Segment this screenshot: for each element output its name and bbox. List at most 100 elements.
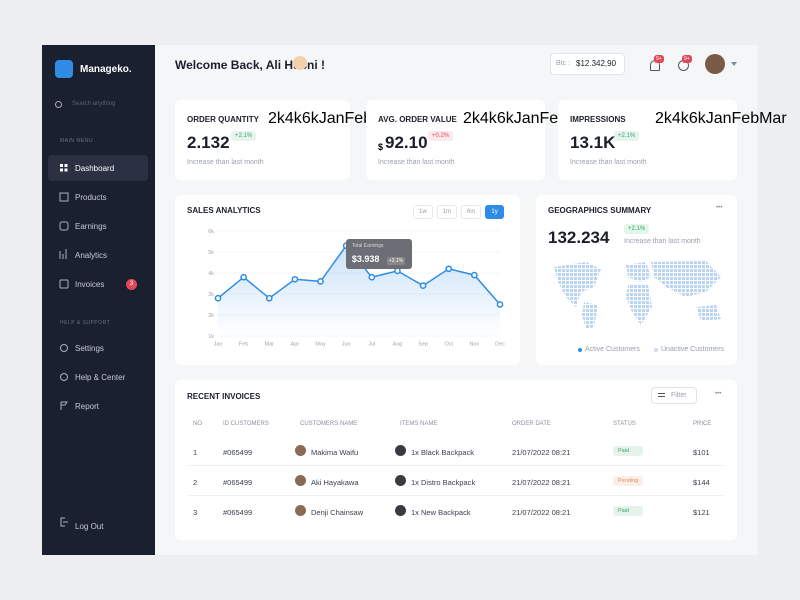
nav-item[interactable]: Analytics bbox=[75, 251, 108, 260]
y-tick-label: 4k bbox=[284, 110, 302, 127]
table-cell: 1 bbox=[193, 448, 198, 457]
chevron[interactable] bbox=[731, 62, 737, 66]
table-cell: 21/07/2022 08:21 bbox=[512, 448, 571, 457]
y-tick-label: 2k bbox=[208, 313, 214, 319]
y-tick-label: 4k bbox=[671, 110, 689, 127]
avatar[interactable] bbox=[705, 54, 725, 74]
row-divider bbox=[187, 495, 725, 496]
table-cell: 21/07/2022 08:21 bbox=[512, 478, 571, 487]
range-tab[interactable]: 1w bbox=[413, 205, 433, 219]
caption: Increase than last month bbox=[570, 159, 647, 166]
world-map bbox=[554, 261, 721, 329]
column-header: PRICE bbox=[693, 421, 712, 427]
item-icon bbox=[395, 505, 406, 516]
search-input[interactable]: Search anything bbox=[72, 101, 116, 107]
y-tick-label: 6k bbox=[496, 110, 514, 127]
nav-item[interactable]: Help & Center bbox=[75, 373, 126, 382]
point bbox=[240, 273, 247, 281]
badge: +2.1% bbox=[231, 131, 257, 141]
sales-chart: 1k 2k 3k 4k 5k 6k Jan Feb Mar Apr May Jun Jul Aug Sep O… bbox=[208, 229, 505, 348]
stat-card: AVG. ORDER VALUE $92.10 +0.2% Increase than… bbox=[366, 100, 595, 180]
status-pill: Paid bbox=[613, 506, 643, 516]
y-tick-label: 6k bbox=[208, 229, 214, 235]
nav-item[interactable]: Earnings bbox=[75, 222, 107, 231]
table-cell: Aki Hayakawa bbox=[311, 478, 359, 487]
x-tick-label: Jan bbox=[318, 110, 345, 127]
stat-card: ORDER QUANTITY 2.132 +2.1% Increase than la… bbox=[175, 100, 400, 180]
table-cell: #065499 bbox=[223, 448, 253, 457]
nav-item[interactable]: Dashboard bbox=[75, 164, 115, 173]
x-tick-label: Sep bbox=[418, 342, 428, 348]
legend-label: Active Customers bbox=[585, 346, 640, 353]
column-header: ORDER DATE bbox=[512, 421, 551, 427]
x-tick-label: Mar bbox=[265, 342, 275, 348]
table-cell: 3 bbox=[193, 508, 198, 517]
table-cell: 1x New Backpack bbox=[411, 508, 471, 517]
y-tick-label: 2k bbox=[655, 110, 672, 127]
table-cell: 2 bbox=[193, 478, 198, 487]
item-icon bbox=[395, 445, 406, 456]
nav-item[interactable]: Invoices bbox=[75, 280, 105, 289]
column-header: NO bbox=[193, 421, 202, 427]
nav-item[interactable]: Settings bbox=[75, 344, 104, 353]
y-tick-label: 6k bbox=[688, 110, 706, 127]
card-title: AVG. ORDER VALUE bbox=[378, 115, 457, 124]
nav-item[interactable]: Products bbox=[75, 193, 107, 202]
point bbox=[214, 294, 222, 302]
x-tick-label: Apr bbox=[291, 342, 300, 348]
currency: $ bbox=[378, 142, 384, 152]
nav-item[interactable]: Report bbox=[75, 402, 100, 411]
x-tick-label: Feb bbox=[239, 342, 248, 348]
table-cell: 1x Distro Backpack bbox=[411, 478, 476, 487]
point bbox=[496, 301, 504, 308]
column-header: ID CUSTOMERS bbox=[223, 421, 269, 427]
tooltip-title: Total Earnings bbox=[351, 243, 384, 250]
more-menu[interactable]: ••• bbox=[715, 391, 722, 397]
y-tick-label: 2k bbox=[268, 110, 285, 127]
balance-label: Btc : bbox=[556, 60, 571, 67]
badge: +2.1% bbox=[624, 224, 650, 234]
table-cell: #065499 bbox=[223, 508, 253, 517]
customer-avatar bbox=[295, 445, 306, 456]
y-tick-label: 4k bbox=[208, 271, 214, 277]
range-tab[interactable]: 1y bbox=[485, 205, 504, 219]
y-tick-label: 4k bbox=[479, 110, 497, 127]
y-tick-label: 2k bbox=[463, 110, 480, 127]
stat-card: IMPRESSIONS 13.1K +2.1% Increase than last … bbox=[558, 100, 787, 180]
more-menu[interactable]: ••• bbox=[716, 205, 723, 211]
legend-swatch bbox=[578, 348, 582, 352]
search-icon bbox=[55, 101, 62, 108]
balance-value: $12.342,90 bbox=[576, 59, 617, 68]
tooltip-badge: +2.1% bbox=[386, 257, 406, 266]
section-title: MAIN MENU bbox=[60, 138, 94, 144]
column-header: STATUS bbox=[613, 421, 636, 427]
stat-value: 92.10 bbox=[385, 133, 428, 152]
customer-avatar bbox=[295, 475, 306, 486]
x-tick-label: May bbox=[315, 342, 326, 348]
row-divider bbox=[187, 465, 725, 466]
table-cell: 1x Black Backpack bbox=[411, 448, 474, 457]
tooltip-value: $3.938 bbox=[351, 254, 380, 265]
x-tick-label: Feb bbox=[344, 110, 373, 127]
wave-emoji bbox=[293, 56, 307, 70]
nav-item[interactable]: Log Out bbox=[75, 522, 104, 531]
active-item-bg bbox=[48, 155, 148, 181]
caption: Increase than last month bbox=[187, 159, 264, 166]
range-tab[interactable]: 1m bbox=[436, 205, 458, 219]
table-cell: $101 bbox=[693, 448, 710, 457]
badge: +2.1% bbox=[614, 131, 640, 141]
point bbox=[317, 278, 324, 285]
range-tab[interactable]: 6m bbox=[461, 205, 482, 219]
card-title: ORDER QUANTITY bbox=[187, 115, 259, 124]
card-title: IMPRESSIONS bbox=[570, 115, 626, 124]
legend-label: Unactive Customers bbox=[661, 346, 725, 353]
point bbox=[265, 294, 273, 302]
card-title: RECENT INVOICES bbox=[187, 392, 261, 401]
filter-button[interactable] bbox=[651, 387, 697, 404]
table-cell: 21/07/2022 08:21 bbox=[512, 508, 571, 517]
point bbox=[471, 271, 478, 279]
y-tick-label: 6k bbox=[301, 110, 319, 127]
table-cell: $121 bbox=[693, 508, 710, 517]
x-tick-label: Dec bbox=[495, 342, 505, 348]
table-cell: $144 bbox=[693, 478, 710, 487]
